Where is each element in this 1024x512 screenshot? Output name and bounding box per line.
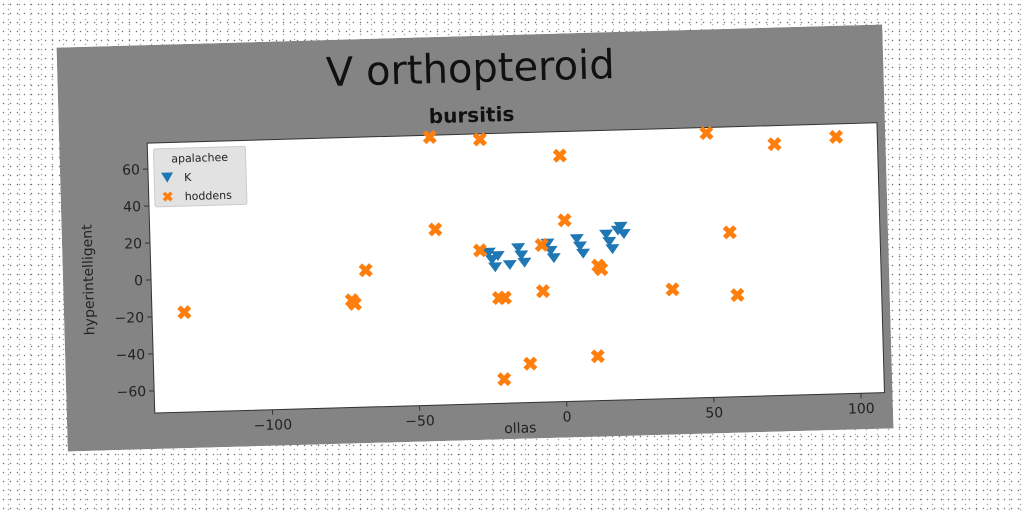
- y-tick-label: −60: [116, 384, 146, 401]
- series-layer: [177, 125, 844, 387]
- y-tick-label: 0: [134, 273, 143, 289]
- data-point-hoddens: [472, 243, 488, 258]
- data-point-k: [481, 247, 496, 258]
- data-point-k: [517, 257, 532, 268]
- data-point-hoddens: [497, 290, 513, 305]
- legend-box: [152, 145, 248, 208]
- x-axis-label: ollas: [504, 420, 537, 437]
- data-point-hoddens: [497, 372, 512, 387]
- y-tick-label: 60: [122, 162, 140, 178]
- data-point-k: [572, 241, 587, 252]
- data-point-hoddens: [722, 225, 737, 240]
- y-tick-label: −40: [115, 347, 145, 364]
- y-axis-ticks: −60 −40 −20 0 20 40 60: [114, 162, 155, 401]
- series-hoddens: [177, 125, 844, 387]
- data-point-hoddens: [665, 282, 680, 297]
- data-point-hoddens: [594, 262, 609, 277]
- figure: V orthopteroid bursitis −100 −50 0 50 100 −6…: [56, 24, 894, 452]
- legend: apalachee K hoddens: [152, 145, 248, 208]
- y-tick-label: −20: [114, 310, 144, 327]
- data-point-hoddens: [699, 125, 714, 141]
- data-point-hoddens: [730, 287, 745, 303]
- x-tick-label: 50: [705, 405, 723, 421]
- data-point-hoddens: [767, 136, 782, 152]
- legend-label-k: K: [184, 171, 192, 184]
- x-axis-ticks: −100 −50 0 50 100: [253, 393, 875, 434]
- legend-marker-hoddens: [162, 191, 173, 202]
- x-tick-label: −50: [405, 413, 435, 430]
- legend-title: apalachee: [171, 151, 228, 166]
- data-point-hoddens: [552, 148, 567, 163]
- legend-label-hoddens: hoddens: [185, 189, 233, 203]
- data-point-k: [546, 253, 561, 264]
- y-axis-label: hyperintelligent: [79, 224, 98, 336]
- x-tick-label: −100: [253, 417, 292, 434]
- data-point-k: [610, 225, 625, 236]
- data-point-k: [602, 236, 617, 247]
- data-point-hoddens: [428, 222, 443, 237]
- legend-marker-k: [161, 172, 174, 183]
- data-point-hoddens: [177, 305, 192, 320]
- data-point-hoddens: [535, 284, 551, 299]
- data-point-hoddens: [557, 213, 572, 228]
- data-point-k: [599, 229, 614, 240]
- data-point-hoddens: [422, 129, 437, 145]
- chart-subtitle: bursitis: [428, 102, 514, 128]
- data-point-k: [569, 234, 584, 245]
- data-point-k: [490, 251, 505, 262]
- data-point-k: [514, 250, 529, 261]
- data-point-hoddens: [534, 237, 549, 253]
- data-point-k: [605, 244, 620, 255]
- data-point-hoddens: [472, 132, 487, 147]
- chart-figure: V orthopteroid bursitis −100 −50 0 50 100 −6…: [56, 24, 894, 452]
- data-point-k: [576, 248, 591, 259]
- x-tick-label: 0: [562, 409, 571, 425]
- chart-title: V orthopteroid: [325, 42, 615, 96]
- plot-area: [146, 122, 885, 414]
- data-point-hoddens: [590, 349, 605, 364]
- x-tick-label: 100: [848, 401, 875, 418]
- y-tick-label: 20: [124, 236, 142, 252]
- data-point-hoddens: [829, 129, 844, 144]
- data-point-hoddens: [523, 356, 538, 371]
- data-point-k: [502, 259, 517, 270]
- data-point-hoddens: [358, 263, 373, 278]
- data-point-k: [488, 262, 503, 273]
- y-tick-label: 40: [123, 199, 141, 215]
- data-point-hoddens: [347, 296, 362, 311]
- data-point-k: [511, 243, 526, 254]
